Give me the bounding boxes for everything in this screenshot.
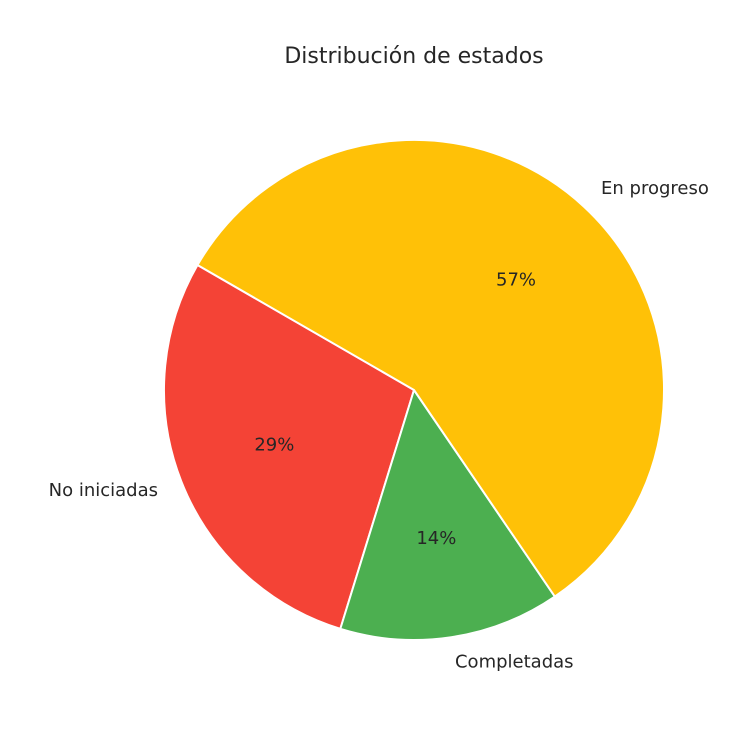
- pie-slice-0: [163, 264, 415, 630]
- pie-percent-label-1: 14%: [416, 528, 456, 549]
- pie-slice-1: [339, 389, 556, 641]
- pie-category-label-0: No iniciadas: [49, 480, 158, 501]
- pie-category-label-1: Completadas: [455, 651, 574, 672]
- pie-slices: [163, 139, 665, 641]
- pie-percent-label-0: 29%: [254, 434, 294, 455]
- pie-category-label-2: En progreso: [601, 178, 709, 199]
- chart-title: Distribución de estados: [284, 44, 543, 69]
- pie-slice-2: [196, 139, 665, 598]
- pie-percent-label-2: 57%: [496, 270, 536, 291]
- pie-labels: 29% No iniciadas 14% Completadas 57% En progr…: [49, 178, 709, 673]
